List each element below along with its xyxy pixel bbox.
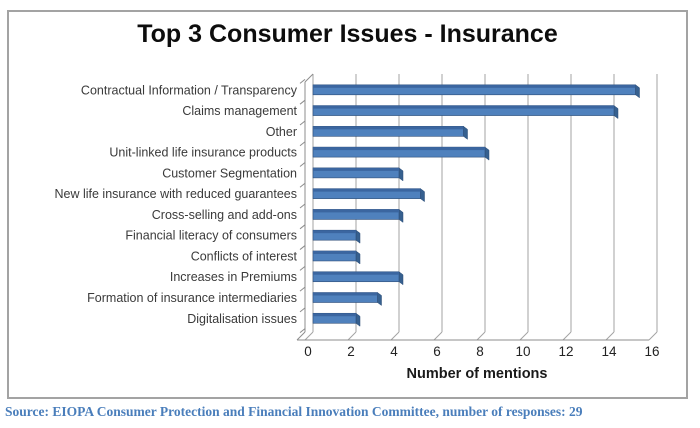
category-label-4: Customer Segmentation xyxy=(162,166,297,180)
x-tick-4: 4 xyxy=(390,344,398,359)
category-label-9: Increases in Premiums xyxy=(170,270,297,284)
bar-11 xyxy=(312,312,361,327)
x-tick-10: 10 xyxy=(515,344,530,359)
bar-5 xyxy=(312,188,425,203)
category-label-3: Unit-linked life insurance products xyxy=(109,146,297,160)
chart-frame xyxy=(7,10,688,399)
source-attribution: Source: EIOPA Consumer Protection and Fi… xyxy=(5,404,583,419)
category-label-10: Formation of insurance intermediaries xyxy=(87,291,297,305)
bar-9 xyxy=(312,271,404,286)
x-tick-0: 0 xyxy=(304,344,312,359)
bar-1 xyxy=(312,105,619,120)
x-tick-2: 2 xyxy=(347,344,355,359)
x-axis-title: Number of mentions xyxy=(407,366,548,382)
bar-3 xyxy=(312,146,490,161)
category-label-1: Claims management xyxy=(182,104,297,118)
category-label-11: Digitalisation issues xyxy=(187,312,297,326)
category-label-6: Cross-selling and add-ons xyxy=(152,208,297,222)
gridlines xyxy=(304,74,658,341)
x-tick-14: 14 xyxy=(601,344,617,359)
category-labels: Contractual Information / Transparency Cl… xyxy=(55,83,298,325)
bars xyxy=(312,84,640,327)
x-tick-labels: 0 2 4 6 8 10 12 14 16 xyxy=(304,344,659,359)
bar-4 xyxy=(312,167,404,182)
bar-2 xyxy=(312,125,468,140)
bar-8 xyxy=(312,250,361,265)
category-label-8: Conflicts of interest xyxy=(191,249,298,263)
category-label-0: Contractual Information / Transparency xyxy=(81,83,298,97)
bar-0 xyxy=(312,84,640,99)
category-label-2: Other xyxy=(266,125,297,139)
axes xyxy=(296,73,649,341)
x-tick-6: 6 xyxy=(433,344,441,359)
chart-title: Top 3 Consumer Issues - Insurance xyxy=(137,20,558,48)
category-label-5: New life insurance with reduced guarante… xyxy=(55,187,298,201)
category-label-7: Financial literacy of consumers xyxy=(125,229,297,243)
x-tick-8: 8 xyxy=(476,344,484,359)
x-tick-12: 12 xyxy=(558,344,573,359)
x-tick-16: 16 xyxy=(644,344,659,359)
bar-6 xyxy=(312,208,404,223)
bar-7 xyxy=(312,229,361,244)
bar-10 xyxy=(312,292,382,306)
